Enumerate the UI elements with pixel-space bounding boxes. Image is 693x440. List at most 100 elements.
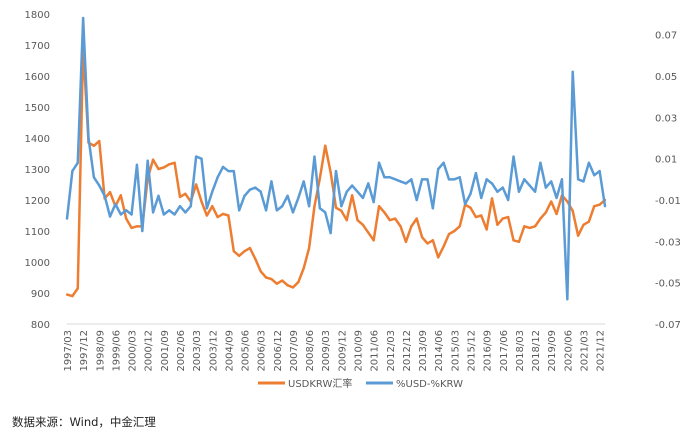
left-y-axis-ticks: 800 900 1000 1100 1200 1300 1400 1500 1600 1700 18… [25,10,50,331]
x-tick-label: 2008/06 [305,330,316,372]
data-point [587,220,591,223]
data-point [372,200,375,204]
data-point [404,182,408,185]
data-point [485,178,488,181]
data-point [173,213,176,216]
data-point [281,205,284,208]
data-point [270,277,273,281]
x-tick-label: 2009/03 [321,330,332,372]
data-point [297,196,300,200]
data-point [415,198,418,202]
data-point [399,180,402,183]
data-point [474,171,478,175]
data-point [377,161,381,164]
y-left-tick-label: 1500 [25,103,50,114]
data-point [404,240,408,244]
data-point [232,249,235,253]
data-point [410,225,413,228]
data-point [453,229,456,233]
data-point [227,214,230,217]
data-point [566,298,569,301]
data-point [593,205,596,208]
data-point [340,205,343,208]
data-point [254,257,257,261]
data-point [334,206,338,209]
x-tick-label: 2021/03 [579,330,590,372]
data-point [523,225,526,228]
data-point [501,186,504,189]
data-point [496,190,499,193]
data-point [270,180,273,183]
data-point [200,200,203,203]
right-y-axis-ticks: -0.07 -0.05 -0.03 -0.01 0.01 0.03 0.05 0.07 [655,31,681,331]
data-point [345,190,348,193]
data-point [194,183,198,186]
dual-axis-line-chart: 800 900 1000 1100 1200 1300 1400 1500 1600 1700 18… [25,10,681,390]
x-tick-label: 2013/09 [418,330,429,372]
data-point [571,70,574,74]
data-point [544,186,548,189]
y-left-tick-label: 1000 [25,258,50,269]
data-point [291,286,295,289]
y-left-tick-label: 1800 [25,10,50,21]
data-point [523,178,526,181]
data-point [528,184,531,187]
data-point [329,231,332,235]
data-point [469,192,472,195]
data-point [480,196,483,200]
data-point [426,242,429,245]
data-point [232,169,235,173]
data-point [480,214,483,217]
data-point [168,209,171,212]
data-point [576,178,580,181]
data-point [458,225,461,228]
data-point [603,205,607,208]
data-point [506,215,510,219]
data-point [377,205,381,208]
x-tick-label: 2002/06 [176,330,187,372]
data-point [442,161,445,164]
data-point [71,169,74,173]
data-point [108,215,112,218]
x-tick-label: 2020/06 [563,330,574,372]
data-point [248,188,252,191]
x-tick-label: 1998/09 [95,330,106,372]
data-point [469,206,472,209]
data-point [151,211,155,214]
data-point [490,197,494,200]
data-point [383,211,386,214]
x-tick-label: 2005/06 [241,330,252,372]
data-point [318,207,322,210]
data-point [453,178,456,181]
data-point [420,236,424,239]
data-point [463,202,467,206]
x-tick-label: 2000/03 [128,330,139,372]
data-point [237,209,241,212]
data-point [135,163,139,167]
y-left-tick-label: 1100 [25,227,50,238]
y-left-tick-label: 800 [31,320,50,331]
x-tick-label: 1999/06 [111,330,122,372]
data-point [108,191,112,194]
data-point [291,211,295,214]
data-point [205,207,209,210]
data-point [512,239,515,242]
x-tick-label: 2006/12 [273,330,284,372]
data-point [205,214,209,217]
data-point [227,169,230,173]
data-point [119,194,123,197]
y-left-tick-label: 1200 [25,196,50,207]
data-point [221,165,225,169]
data-point [216,215,219,219]
y-left-tick-label: 1400 [25,134,50,145]
data-point [560,178,564,181]
data-point [114,202,117,206]
data-point [415,217,418,220]
x-tick-label: 2006/03 [257,330,268,372]
data-point [184,192,187,195]
x-tick-label: 2018/03 [515,330,526,372]
data-point [318,177,322,180]
x-tick-label: 2007/09 [289,330,300,372]
data-point [512,155,515,158]
data-point [157,167,160,171]
